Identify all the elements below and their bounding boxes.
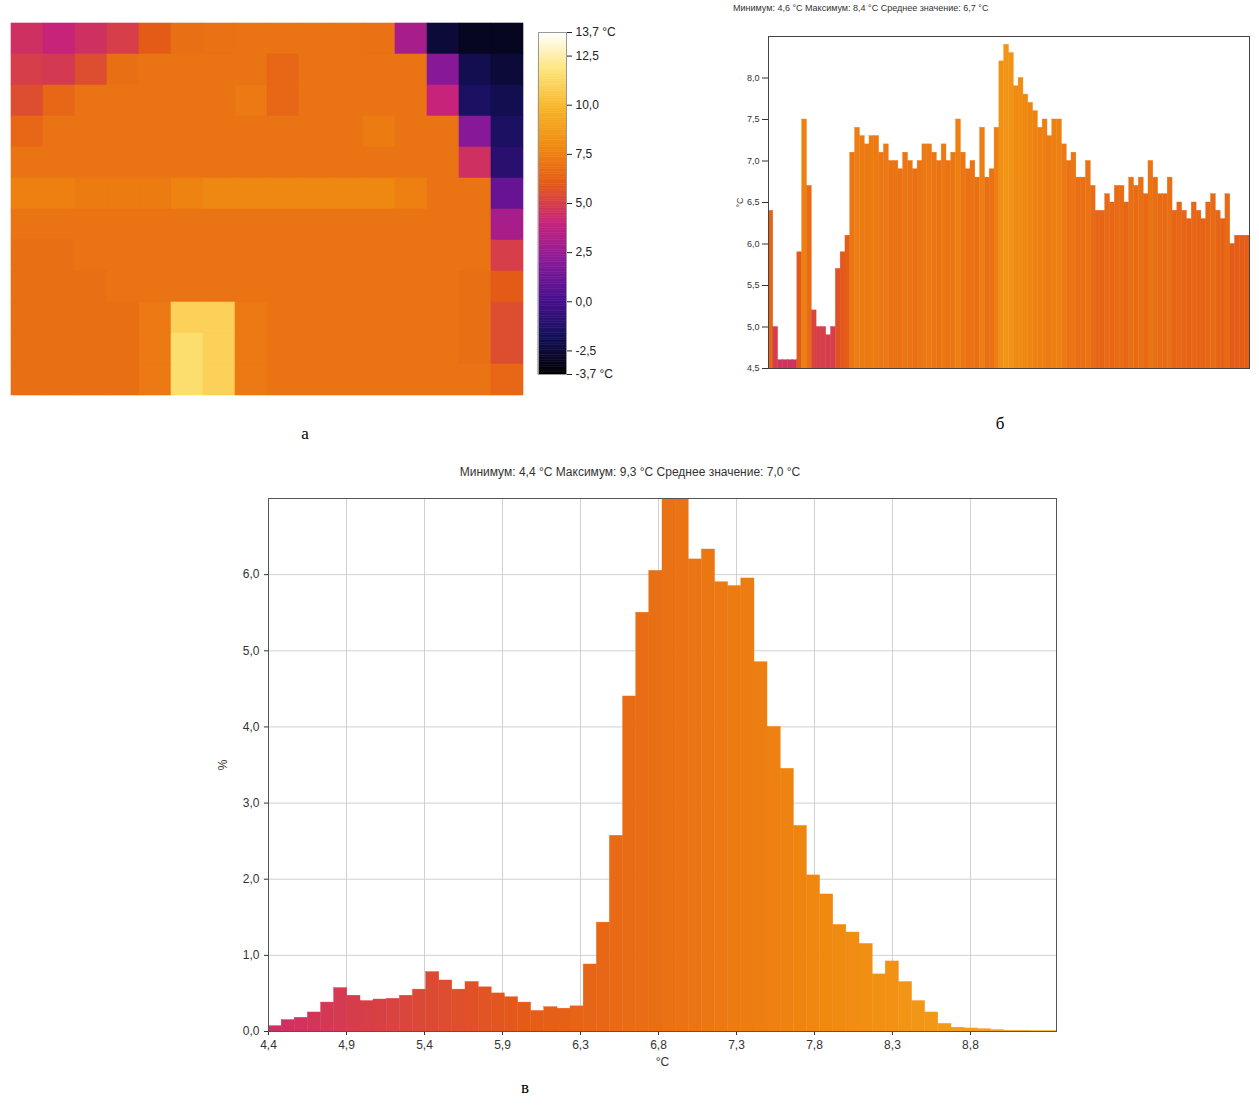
svg-text:4,9: 4,9 xyxy=(338,1038,355,1052)
svg-text:13,7 °C: 13,7 °C xyxy=(576,25,616,39)
svg-text:7,0: 7,0 xyxy=(747,156,760,166)
svg-text:8,8: 8,8 xyxy=(962,1038,979,1052)
svg-text:5,5: 5,5 xyxy=(747,280,760,290)
svg-text:6,3: 6,3 xyxy=(572,1038,589,1052)
svg-text:6,5: 6,5 xyxy=(747,197,760,207)
svg-text:5,4: 5,4 xyxy=(416,1038,433,1052)
svg-text:-3,7 °C: -3,7 °C xyxy=(576,367,614,381)
svg-text:6,0: 6,0 xyxy=(243,567,260,581)
svg-text:3,0: 3,0 xyxy=(243,796,260,810)
svg-text:4,4: 4,4 xyxy=(260,1038,277,1052)
svg-text:5,0: 5,0 xyxy=(243,644,260,658)
html-text:Минимум: 4,4 °C Максимум: 9,3: Минимум: 4,4 °C Максимум: 9,3 °C Среднее… xyxy=(459,465,801,479)
svg-text:0,0: 0,0 xyxy=(576,295,593,309)
html-text:б: б xyxy=(995,414,1005,433)
svg-text:5,9: 5,9 xyxy=(494,1038,511,1052)
svg-text:8,0: 8,0 xyxy=(747,73,760,83)
svg-text:8,3: 8,3 xyxy=(884,1038,901,1052)
svg-text:4,0: 4,0 xyxy=(243,720,260,734)
svg-text:2,0: 2,0 xyxy=(243,872,260,886)
svg-text:7,3: 7,3 xyxy=(728,1038,745,1052)
svg-text:0,0: 0,0 xyxy=(243,1024,260,1038)
svg-text:7,8: 7,8 xyxy=(806,1038,823,1052)
svg-text:5,0: 5,0 xyxy=(747,322,760,332)
svg-text:°C: °C xyxy=(656,1055,670,1069)
svg-text:2,5: 2,5 xyxy=(576,245,593,259)
svg-text:12,5: 12,5 xyxy=(576,49,600,63)
svg-text:7,5: 7,5 xyxy=(747,114,760,124)
html-text:а: а xyxy=(301,424,309,443)
svg-text:10,0: 10,0 xyxy=(576,98,600,112)
svg-text:1,0: 1,0 xyxy=(243,948,260,962)
svg-text:7,5: 7,5 xyxy=(576,147,593,161)
svg-text:4,5: 4,5 xyxy=(747,363,760,373)
svg-text:%: % xyxy=(216,759,230,770)
svg-text:5,0: 5,0 xyxy=(576,196,593,210)
svg-text:6,0: 6,0 xyxy=(747,239,760,249)
html-text:в: в xyxy=(521,1078,529,1097)
svg-text:6,8: 6,8 xyxy=(650,1038,667,1052)
html-text:Минимум: 4,6 °C Максимум: 8,4: Минимум: 4,6 °C Максимум: 8,4 °C Среднее… xyxy=(733,3,989,13)
svg-text:-2,5: -2,5 xyxy=(576,344,597,358)
svg-text:°C: °C xyxy=(735,197,745,208)
